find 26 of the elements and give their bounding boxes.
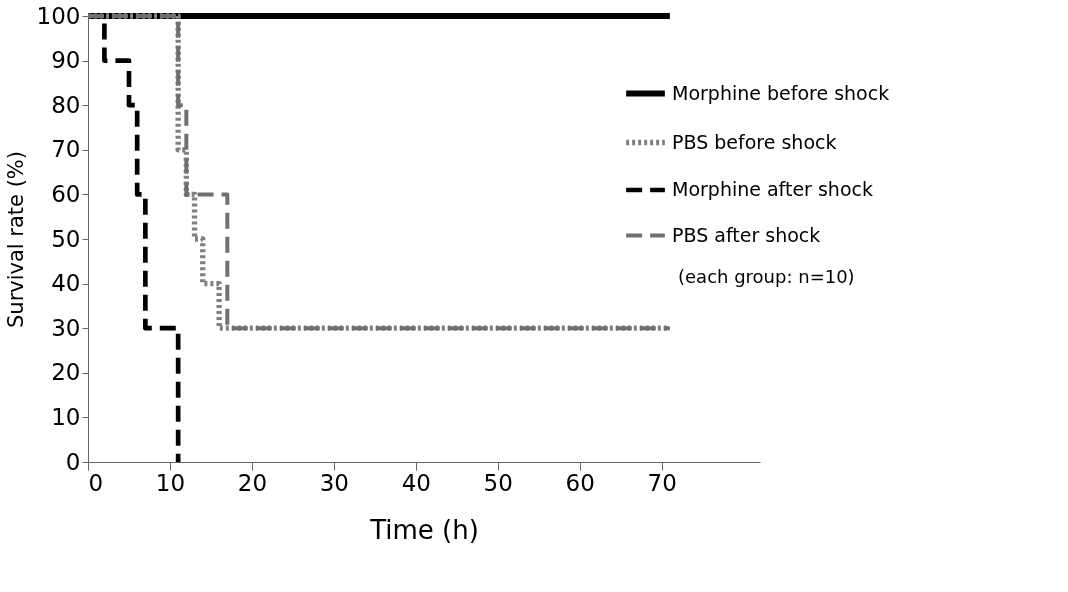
y-tick-label: 70 xyxy=(51,136,81,163)
y-tick-label: 100 xyxy=(36,2,81,29)
y-tick-label: 60 xyxy=(51,180,81,207)
y-tick-label: 40 xyxy=(51,270,81,297)
x-tick-label: 30 xyxy=(319,469,349,496)
x-tick-label: 40 xyxy=(401,469,431,496)
y-tick-label: 80 xyxy=(51,91,81,118)
y-axis-title: Survival rate (%) xyxy=(3,150,28,329)
y-tick-label: 10 xyxy=(51,403,81,430)
legend-label: Morphine after shock xyxy=(672,178,873,200)
legend-label: PBS after shock xyxy=(672,223,821,246)
x-tick-label: 50 xyxy=(483,469,513,496)
x-tick-label: 70 xyxy=(647,469,677,496)
legend-label: PBS before shock xyxy=(672,130,837,153)
x-tick-label: 20 xyxy=(237,469,268,496)
x-axis-title: Time (h) xyxy=(369,514,479,545)
y-tick-label: 0 xyxy=(65,448,81,475)
annotation: (each group: n=10) xyxy=(678,266,855,287)
y-tick-label: 30 xyxy=(51,314,81,341)
x-tick-label: 0 xyxy=(88,469,104,496)
y-tick-label: 50 xyxy=(51,225,81,252)
y-tick-label: 90 xyxy=(51,47,81,74)
legend-label: Morphine before shock xyxy=(672,81,890,104)
x-tick-label: 10 xyxy=(155,469,186,496)
y-tick-label: 20 xyxy=(51,359,81,386)
x-tick-label: 60 xyxy=(565,469,595,496)
